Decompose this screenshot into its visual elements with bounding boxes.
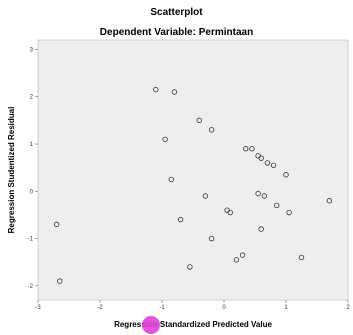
data-point [227, 209, 233, 216]
data-point [298, 254, 305, 261]
data-point [239, 252, 246, 258]
data-point [162, 136, 168, 142]
data-point [286, 209, 292, 216]
data-point [202, 193, 209, 199]
data-point [177, 216, 184, 223]
data-point [153, 86, 159, 93]
x-tick-label: -2 [97, 305, 103, 311]
data-point [242, 146, 249, 152]
data-point [53, 221, 60, 228]
x-tick-label: -1 [159, 305, 165, 311]
x-tick-label: 1 [284, 305, 288, 311]
data-point [168, 176, 174, 183]
x-tick-label: -3 [35, 305, 41, 311]
plot-area [37, 39, 349, 301]
y-tick-label: 1 [30, 142, 34, 148]
data-point [208, 235, 215, 242]
data-point [283, 172, 289, 178]
x-tick-label: 2 [346, 305, 350, 311]
y-tick-label: -2 [28, 284, 34, 290]
data-point [255, 190, 261, 197]
y-tick-label: 3 [30, 47, 34, 53]
data-point [326, 198, 333, 204]
data-point [208, 127, 215, 133]
x-tick-label: 0 [222, 305, 226, 311]
axis-ticks: -3 -2 -1 0 1 2 -2 -1 0 1 2 3 [28, 47, 351, 311]
data-point [57, 278, 63, 284]
data-point [264, 160, 271, 166]
data-point [196, 117, 202, 124]
data-point [261, 193, 267, 199]
x-axis-label: Regression Standardized Predicted Value [114, 320, 272, 329]
data-point [258, 155, 264, 161]
chart-title: Scatterplot [150, 7, 203, 18]
y-tick-label: 0 [30, 189, 34, 195]
y-tick-label: -1 [28, 237, 34, 243]
y-tick-label: 2 [30, 95, 34, 101]
chart-subtitle: Dependent Variable: Permintaan [99, 27, 254, 38]
data-point [249, 146, 255, 152]
data-point [258, 226, 264, 232]
data-points [53, 86, 333, 284]
data-point [187, 264, 193, 270]
data-point [171, 89, 178, 95]
data-point [270, 162, 277, 168]
data-point [233, 257, 240, 263]
data-point [274, 202, 280, 209]
y-axis-label: Regression Studentized Residual [7, 107, 16, 234]
cursor-highlight [142, 316, 160, 334]
